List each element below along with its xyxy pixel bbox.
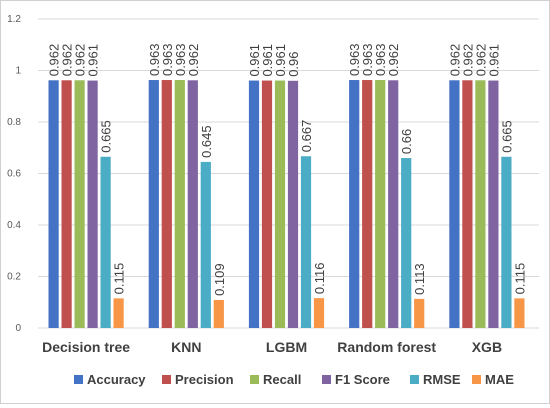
data-label: 0.962 [447,44,462,77]
bar-precision [462,80,473,328]
legend-item-label: MAE [485,372,514,387]
bar-f1-score [87,80,98,328]
data-label: 0.115 [512,263,527,295]
bar-rmse [200,161,211,328]
legend-item-label: F1 Score [335,372,390,387]
bar-recall [375,80,386,328]
data-label: 0.961 [486,44,501,77]
legend-item-label: Accuracy [87,372,146,387]
data-label: 0.667 [299,120,314,153]
data-label: 0.645 [199,125,214,158]
bar-mae [213,299,224,328]
x-axis-categories: Decision tree KNN LGBM Random forest XGB [42,339,502,355]
data-label: 0.962 [47,44,62,77]
bar-mae [514,298,525,328]
y-tick-label: 1 [15,66,21,77]
bars [48,80,525,328]
data-label: 0.116 [312,263,327,295]
data-label: 0.962 [386,44,401,77]
data-label: 0.665 [499,120,514,153]
data-label: 0.665 [99,120,114,153]
data-label: 0.961 [86,44,101,77]
data-label: 0.963 [147,43,162,76]
bar-accuracy [248,80,260,328]
legend-item-label: RMSE [423,372,461,387]
legend-swatch [472,375,481,384]
legend-swatch [250,375,259,384]
legend-item-label: Precision [175,372,234,387]
bar-recall [74,80,85,328]
bar-recall [174,80,185,328]
bar-accuracy [349,80,360,328]
bar-mae [113,298,124,328]
data-label: 0.961 [273,44,288,77]
y-tick-label: 0.4 [7,220,21,231]
x-category-label: LGBM [266,339,307,355]
x-category-label: Random forest [337,339,436,355]
data-label: 0.962 [186,44,201,77]
bar-f1-score [187,80,198,328]
data-label: 0.963 [373,43,388,76]
x-category-label: KNN [171,339,201,355]
bar-rmse [300,156,312,328]
bar-rmse [100,156,111,328]
bar-precision [362,80,373,328]
y-tick-label: 1.2 [7,14,21,25]
data-label: 0.963 [360,43,375,76]
data-labels: 0.9620.9620.9620.9610.6650.1150.9630.963… [47,43,528,295]
data-label: 0.96 [286,51,301,76]
y-tick-label: 0.6 [7,169,21,180]
bar-precision [161,80,172,328]
legend-swatch [162,375,171,384]
data-label: 0.962 [73,44,88,77]
y-tick-label: 0.2 [7,272,21,283]
bar-f1-score [388,80,399,328]
legend-swatch [74,375,83,384]
legend-swatch [410,375,419,384]
data-label: 0.962 [460,44,475,77]
data-label: 0.962 [60,44,75,77]
y-axis-ticks: 0 0.2 0.4 0.6 0.8 1 1.2 [7,14,21,334]
data-label: 0.109 [212,263,227,296]
bar-mae [414,298,425,328]
data-label: 0.115 [112,263,127,295]
data-label: 0.961 [260,44,275,77]
legend-item-label: Recall [263,372,301,387]
bar-accuracy [449,80,460,328]
data-label: 0.962 [473,44,488,77]
bar-rmse [501,156,512,328]
data-label: 0.66 [399,129,414,154]
bar-recall [274,80,286,328]
bar-precision [261,80,273,328]
x-category-label: XGB [472,339,502,355]
bar-mae [313,298,325,328]
y-tick-label: 0.8 [7,117,21,128]
data-label: 0.113 [412,263,427,295]
data-label: 0.963 [160,43,175,76]
y-tick-label: 0 [15,323,21,334]
bar-rmse [401,158,412,328]
bar-accuracy [148,80,159,328]
bar-accuracy [48,80,59,328]
x-category-label: Decision tree [42,339,130,355]
data-label: 0.961 [247,44,262,77]
bar-recall [475,80,486,328]
data-label: 0.963 [347,43,362,76]
bar-f1-score [287,80,299,328]
legend: Accuracy Precision Recall F1 Score RMSE MAE [74,372,514,387]
legend-swatch [322,375,331,384]
bar-precision [61,80,72,328]
data-label: 0.963 [173,43,188,76]
bar-f1-score [488,80,499,328]
